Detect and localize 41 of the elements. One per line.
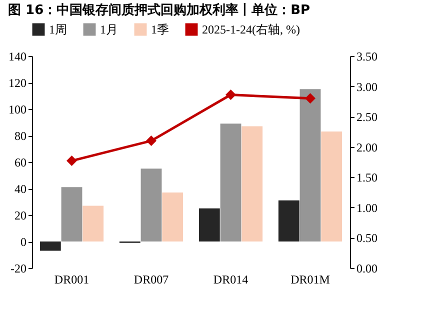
x-tick-label: DR001 xyxy=(54,272,90,286)
legend-label: 2025-1-24(右轴, %) xyxy=(202,22,300,37)
y-tick-label: 60 xyxy=(14,156,26,170)
y-tick-label: 100 xyxy=(8,102,26,116)
chart-title: 图 16：中国银存间质押式回购加权利率丨单位：BP xyxy=(8,2,310,18)
y-tick-label: 80 xyxy=(14,129,26,143)
point xyxy=(305,93,316,104)
bar xyxy=(278,200,300,242)
bar xyxy=(198,208,220,242)
point xyxy=(146,136,156,146)
bar xyxy=(242,126,263,242)
point xyxy=(66,156,77,166)
bar xyxy=(82,206,104,242)
y2-tick-label: 1.50 xyxy=(356,170,378,185)
y2-tick-label: 0.50 xyxy=(356,231,378,246)
y2-tick-label: 2.00 xyxy=(356,140,378,154)
bar xyxy=(300,89,321,242)
y2-tick-label: 1.00 xyxy=(356,200,378,215)
bar xyxy=(220,124,242,242)
bar xyxy=(61,187,82,242)
legend-label: 1周 xyxy=(49,22,67,37)
y2-tick-label: 3.50 xyxy=(356,50,378,64)
y2-tick-label: 0.00 xyxy=(356,262,378,276)
x-tick-label: DR014 xyxy=(213,272,248,286)
point xyxy=(226,90,236,100)
y2-tick-label: 3.00 xyxy=(356,80,378,94)
y-tick-label: -20 xyxy=(10,262,26,276)
y-tick-label: 20 xyxy=(14,208,26,222)
x-tick-label: DR01M xyxy=(290,272,330,286)
y-tick-label: 120 xyxy=(8,76,26,90)
legend-label: 1月 xyxy=(100,22,118,37)
y-tick-label: 140 xyxy=(8,50,26,64)
bar xyxy=(162,192,184,242)
y2-tick-label: 2.50 xyxy=(356,110,378,124)
x-tick-label: DR007 xyxy=(134,272,169,286)
y-tick-label: 0 xyxy=(20,235,26,249)
bar xyxy=(321,132,342,242)
y-tick-label: 40 xyxy=(14,182,26,196)
bar xyxy=(140,168,162,242)
bar xyxy=(40,242,61,251)
legend-label: 1季 xyxy=(151,22,169,37)
